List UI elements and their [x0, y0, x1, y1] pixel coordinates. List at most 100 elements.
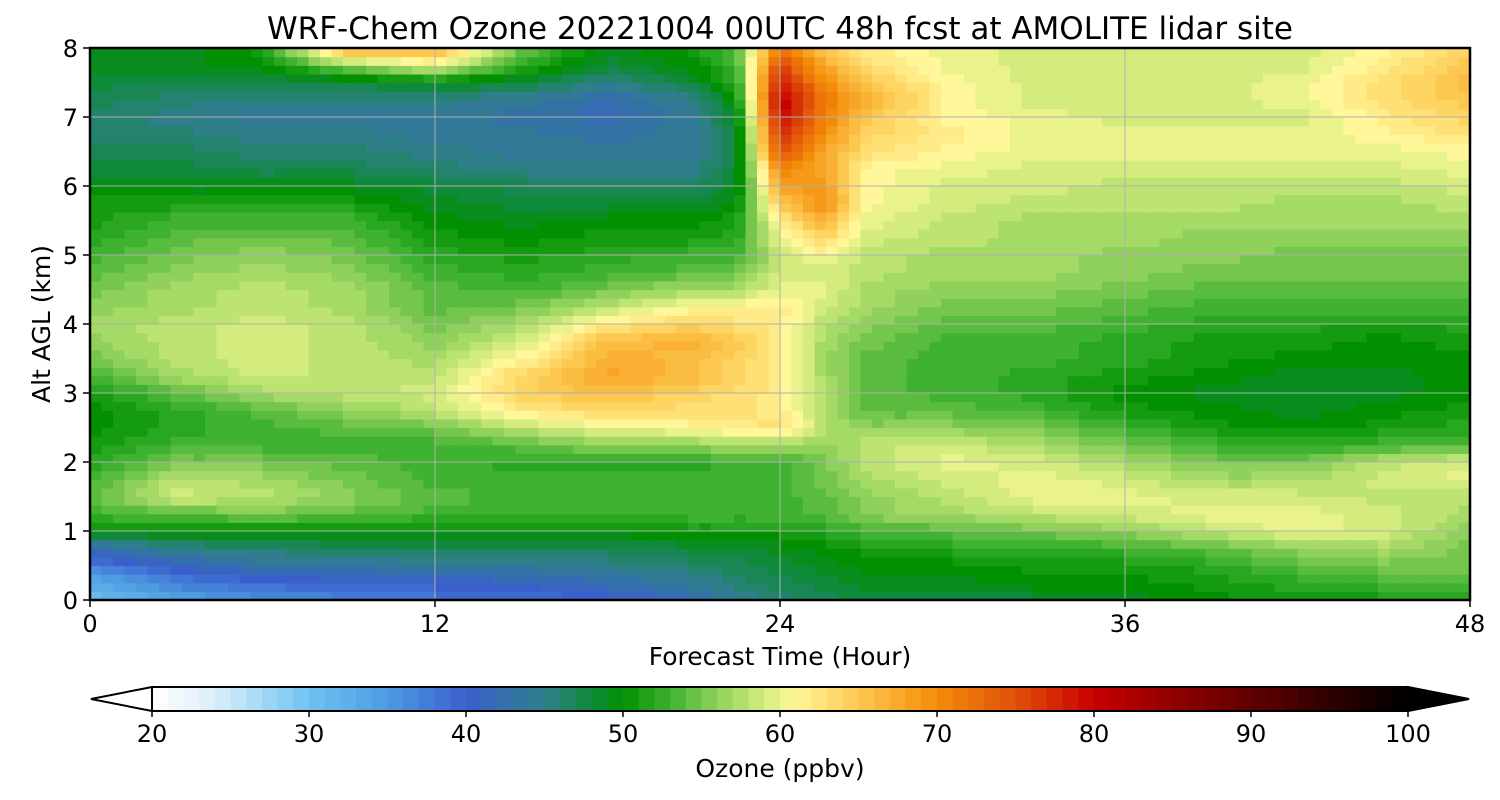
heatmap-cell: [1194, 487, 1207, 498]
heatmap-cell: [573, 246, 586, 256]
heatmap-cell: [768, 548, 781, 558]
heatmap-cell: [1274, 479, 1287, 489]
heatmap-cell: [860, 531, 873, 541]
heatmap-cell: [1102, 418, 1115, 429]
heatmap-cell: [596, 272, 609, 282]
heatmap-cell: [860, 574, 873, 584]
heatmap-cell: [630, 539, 643, 549]
heatmap-cell: [803, 263, 816, 273]
heatmap-cell: [826, 349, 839, 360]
heatmap-cell: [343, 298, 356, 308]
heatmap-cell: [170, 505, 183, 515]
heatmap-cell: [791, 324, 804, 334]
heatmap-cell: [975, 444, 988, 454]
heatmap-cell: [251, 237, 264, 247]
heatmap-cell: [412, 263, 425, 273]
heatmap-cell: [389, 324, 402, 334]
heatmap-cell: [400, 565, 413, 575]
heatmap-cell: [814, 289, 827, 299]
heatmap-cell: [492, 582, 505, 592]
heatmap-cell: [929, 298, 942, 308]
heatmap-cell: [262, 306, 275, 316]
heatmap-cell: [331, 255, 344, 265]
heatmap-cell: [1044, 401, 1057, 411]
heatmap-cell: [1263, 384, 1276, 394]
heatmap-cell: [711, 539, 724, 549]
heatmap-cell: [1159, 272, 1172, 282]
heatmap-cell: [1458, 487, 1471, 498]
heatmap-cell: [573, 332, 586, 342]
heatmap-cell: [366, 436, 379, 446]
heatmap-cell: [400, 341, 413, 351]
heatmap-cell: [964, 393, 977, 403]
heatmap-cell: [780, 513, 793, 523]
heatmap-cell: [400, 367, 413, 377]
heatmap-cell: [1182, 453, 1195, 463]
heatmap-cell: [1263, 513, 1276, 523]
heatmap-cell: [1435, 375, 1448, 385]
heatmap-cell: [653, 298, 666, 308]
heatmap-cell: [1251, 246, 1264, 256]
heatmap-cell: [550, 237, 563, 247]
heatmap-cell: [1056, 453, 1069, 463]
heatmap-cell: [124, 246, 137, 256]
heatmap-cell: [1240, 539, 1253, 549]
heatmap-cell: [699, 565, 712, 575]
heatmap-cell: [573, 289, 586, 299]
heatmap-cell: [573, 574, 586, 584]
heatmap-cell: [860, 315, 873, 325]
heatmap-cell: [1090, 496, 1103, 506]
heatmap-cell: [274, 505, 287, 515]
heatmap-cell: [1447, 427, 1460, 437]
heatmap-cell: [941, 418, 954, 429]
heatmap-cell: [1125, 436, 1138, 446]
heatmap-cell: [998, 272, 1011, 282]
heatmap-cell: [837, 418, 850, 429]
heatmap-cell: [193, 479, 206, 489]
heatmap-cell: [975, 548, 988, 558]
heatmap-cell: [607, 410, 620, 420]
heatmap-cell: [1102, 306, 1115, 316]
heatmap-cell: [1113, 453, 1126, 463]
heatmap-cell: [550, 332, 563, 342]
heatmap-cell: [481, 582, 494, 592]
heatmap-cell: [711, 401, 724, 411]
heatmap-cell: [1378, 255, 1391, 265]
heatmap-cell: [1067, 479, 1080, 489]
heatmap-cell: [1159, 531, 1172, 541]
heatmap-cell: [446, 280, 459, 291]
heatmap-cell: [1435, 272, 1448, 282]
heatmap-cell: [1171, 298, 1184, 308]
heatmap-cell: [964, 591, 977, 601]
heatmap-cell: [895, 298, 908, 308]
heatmap-cell: [584, 341, 597, 351]
heatmap-cell: [987, 462, 1000, 472]
heatmap-cell: [262, 289, 275, 299]
heatmap-cell: [527, 487, 540, 498]
heatmap-cell: [469, 393, 482, 403]
heatmap-cell: [1171, 393, 1184, 403]
heatmap-cell: [941, 531, 954, 541]
heatmap-cell: [791, 487, 804, 498]
heatmap-cell: [1079, 574, 1092, 584]
heatmap-cell: [1194, 444, 1207, 454]
heatmap-cell: [343, 246, 356, 256]
heatmap-cell: [803, 513, 816, 523]
heatmap-cell: [1136, 522, 1149, 532]
heatmap-cell: [1412, 453, 1425, 463]
heatmap-cell: [1182, 591, 1195, 601]
heatmap-cell: [1090, 324, 1103, 334]
heatmap-cell: [354, 418, 367, 429]
heatmap-cell: [515, 522, 528, 532]
heatmap-cell: [527, 505, 540, 515]
heatmap-cell: [630, 462, 643, 472]
heatmap-cell: [458, 548, 471, 558]
heatmap-cell: [308, 548, 321, 558]
heatmap-cell: [297, 531, 310, 541]
heatmap-cell: [1056, 410, 1069, 420]
heatmap-cell: [262, 513, 275, 523]
heatmap-cell: [1194, 427, 1207, 437]
heatmap-cell: [561, 591, 574, 601]
heatmap-cell: [757, 263, 770, 273]
heatmap-cell: [1033, 444, 1046, 454]
